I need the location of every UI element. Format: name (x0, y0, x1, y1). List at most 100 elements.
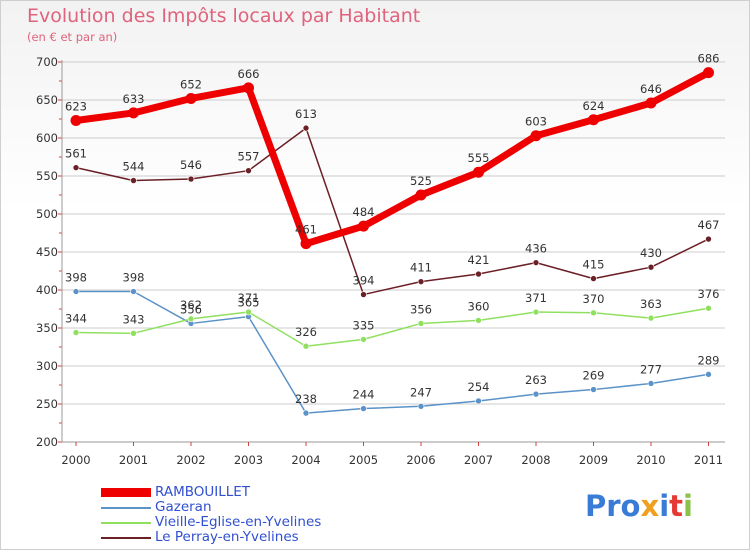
data-label-le-perray: 430 (640, 246, 662, 260)
x-tick-label: 2003 (234, 453, 263, 467)
data-label-le-perray: 557 (238, 150, 260, 164)
y-tick-label: 700 (36, 55, 58, 69)
legend-label-le-perray: Le Perray-en-Yvelines (155, 529, 299, 545)
series-line-rambouillet (72, 69, 712, 248)
series-line-gazeran (75, 290, 710, 414)
x-tick-label: 2009 (579, 453, 608, 467)
data-label-gazeran: 277 (640, 362, 662, 376)
data-label-vieille-eglise: 371 (525, 291, 547, 305)
data-point-le-perray (417, 278, 425, 285)
data-point-le-perray (245, 167, 252, 174)
data-point-le-perray (302, 124, 310, 132)
y-tick-label: 450 (36, 245, 58, 259)
data-point-gazeran (475, 397, 482, 405)
data-point-rambouillet (530, 130, 542, 142)
data-point-le-perray (130, 177, 137, 184)
data-point-vieille-eglise (647, 314, 655, 322)
y-tick-label: 400 (36, 283, 58, 297)
data-label-rambouillet: 555 (468, 151, 490, 165)
chart-subtitle: (en € et par an) (27, 30, 118, 44)
data-label-gazeran: 244 (353, 388, 375, 402)
data-point-vieille-eglise (245, 308, 252, 316)
data-point-gazeran (532, 390, 540, 398)
series-line-le-perray (75, 127, 710, 296)
chart-title: Evolution des Impôts locaux par Habitant (27, 5, 421, 27)
data-point-gazeran (590, 386, 597, 393)
data-label-le-perray: 546 (180, 158, 202, 172)
data-label-vieille-eglise: 356 (410, 302, 432, 316)
data-point-vieille-eglise (302, 342, 310, 350)
legend-swatch-le-perray (101, 537, 151, 539)
data-label-gazeran: 356 (180, 302, 202, 316)
data-point-gazeran (72, 288, 80, 295)
data-label-gazeran: 289 (698, 353, 720, 367)
data-point-gazeran (302, 409, 310, 417)
data-point-vieille-eglise (590, 309, 597, 317)
x-tick-label: 2004 (291, 453, 320, 467)
data-label-le-perray: 411 (410, 261, 432, 275)
legend-label-gazeran: Gazeran (155, 499, 212, 515)
data-point-rambouillet (243, 82, 254, 94)
data-point-vieille-eglise (130, 330, 137, 337)
data-point-rambouillet (300, 238, 312, 250)
data-point-le-perray (705, 235, 712, 243)
proxiti-logo: Proxiti (585, 489, 693, 523)
y-tick-label: 650 (36, 93, 58, 107)
data-label-le-perray: 436 (525, 242, 547, 256)
data-label-vieille-eglise: 371 (238, 291, 260, 305)
x-tick-label: 2008 (521, 453, 550, 467)
x-tick-label: 2002 (176, 453, 205, 467)
data-label-vieille-eglise: 360 (468, 299, 490, 313)
data-label-le-perray: 394 (353, 274, 375, 288)
data-label-gazeran: 269 (583, 369, 605, 383)
data-point-gazeran (705, 371, 712, 378)
data-label-gazeran: 398 (123, 271, 145, 285)
y-tick-label: 200 (36, 435, 58, 449)
data-point-rambouillet (185, 92, 197, 104)
y-tick-label: 500 (36, 207, 58, 221)
data-label-vieille-eglise: 344 (65, 312, 87, 326)
data-point-le-perray (590, 275, 597, 282)
legend-swatch-vieille-eglise (101, 522, 151, 524)
data-point-vieille-eglise (475, 317, 482, 324)
data-point-gazeran (417, 402, 425, 410)
data-point-rambouillet (473, 166, 484, 178)
data-label-rambouillet: 633 (123, 92, 145, 106)
data-label-rambouillet: 603 (525, 115, 547, 129)
data-point-rambouillet (645, 97, 657, 109)
data-point-gazeran (360, 405, 367, 412)
data-label-gazeran: 247 (410, 385, 432, 399)
data-label-rambouillet: 686 (698, 52, 720, 66)
data-label-rambouillet: 646 (640, 82, 662, 96)
data-point-rambouillet (703, 67, 714, 79)
data-label-vieille-eglise: 335 (353, 318, 375, 332)
x-tick-label: 2006 (406, 453, 435, 467)
y-tick-label: 600 (36, 131, 58, 145)
data-label-vieille-eglise: 363 (640, 297, 662, 311)
data-point-le-perray (475, 270, 482, 278)
data-label-gazeran: 263 (525, 373, 547, 387)
data-label-rambouillet: 461 (295, 223, 317, 237)
data-label-vieille-eglise: 370 (583, 292, 605, 306)
series-line-vieille-eglise (75, 307, 710, 347)
data-point-vieille-eglise (187, 315, 195, 323)
data-label-vieille-eglise: 343 (123, 312, 145, 326)
data-label-gazeran: 254 (468, 380, 490, 394)
data-point-vieille-eglise (72, 329, 80, 336)
data-point-rambouillet (358, 220, 369, 232)
data-point-rambouillet (70, 115, 82, 127)
data-label-gazeran: 365 (238, 296, 260, 310)
data-label-gazeran: 398 (65, 271, 87, 285)
data-label-vieille-eglise: 376 (698, 287, 720, 301)
data-label-le-perray: 613 (295, 107, 317, 121)
y-tick-label: 350 (36, 321, 58, 335)
data-point-le-perray (187, 175, 195, 183)
data-point-vieille-eglise (532, 308, 540, 316)
data-label-vieille-eglise: 326 (295, 325, 317, 339)
x-tick-label: 2011 (694, 453, 723, 467)
data-label-le-perray: 415 (583, 258, 605, 272)
data-point-le-perray (532, 259, 540, 266)
y-tick-label: 550 (36, 169, 58, 183)
x-tick-label: 2007 (464, 453, 493, 467)
